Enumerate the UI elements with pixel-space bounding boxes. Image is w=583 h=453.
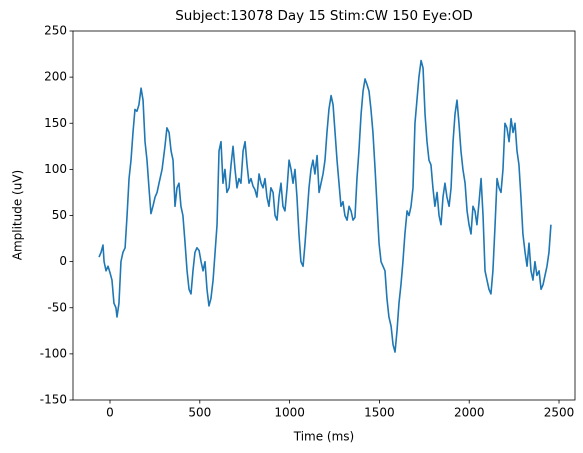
y-tick-label: 0 [59,254,67,268]
x-tick-label: 0 [106,406,114,420]
x-tick-label: 2000 [454,406,485,420]
x-tick-label: 1500 [364,406,395,420]
data-line [98,59,552,353]
chart-title: Subject:13078 Day 15 Stim:CW 150 Eye:OD [175,8,473,24]
y-axis-label: Amplitude (uV) [11,170,25,261]
x-axis-label: Time (ms) [293,430,355,444]
y-tick-label: 250 [44,24,67,38]
y-tick-label: -50 [47,300,67,314]
y-tick-label: -150 [40,393,67,407]
plot-frame [72,30,576,401]
y-tick-label: 50 [52,208,67,222]
y-tick-label: 200 [44,70,67,84]
x-tick-label: 500 [188,406,211,420]
y-tick-label: -100 [40,346,67,360]
y-tick-label: 100 [44,162,67,176]
x-tick-label: 1000 [274,406,305,420]
x-tick-label: 2500 [544,406,575,420]
y-tick-label: 150 [44,116,67,130]
